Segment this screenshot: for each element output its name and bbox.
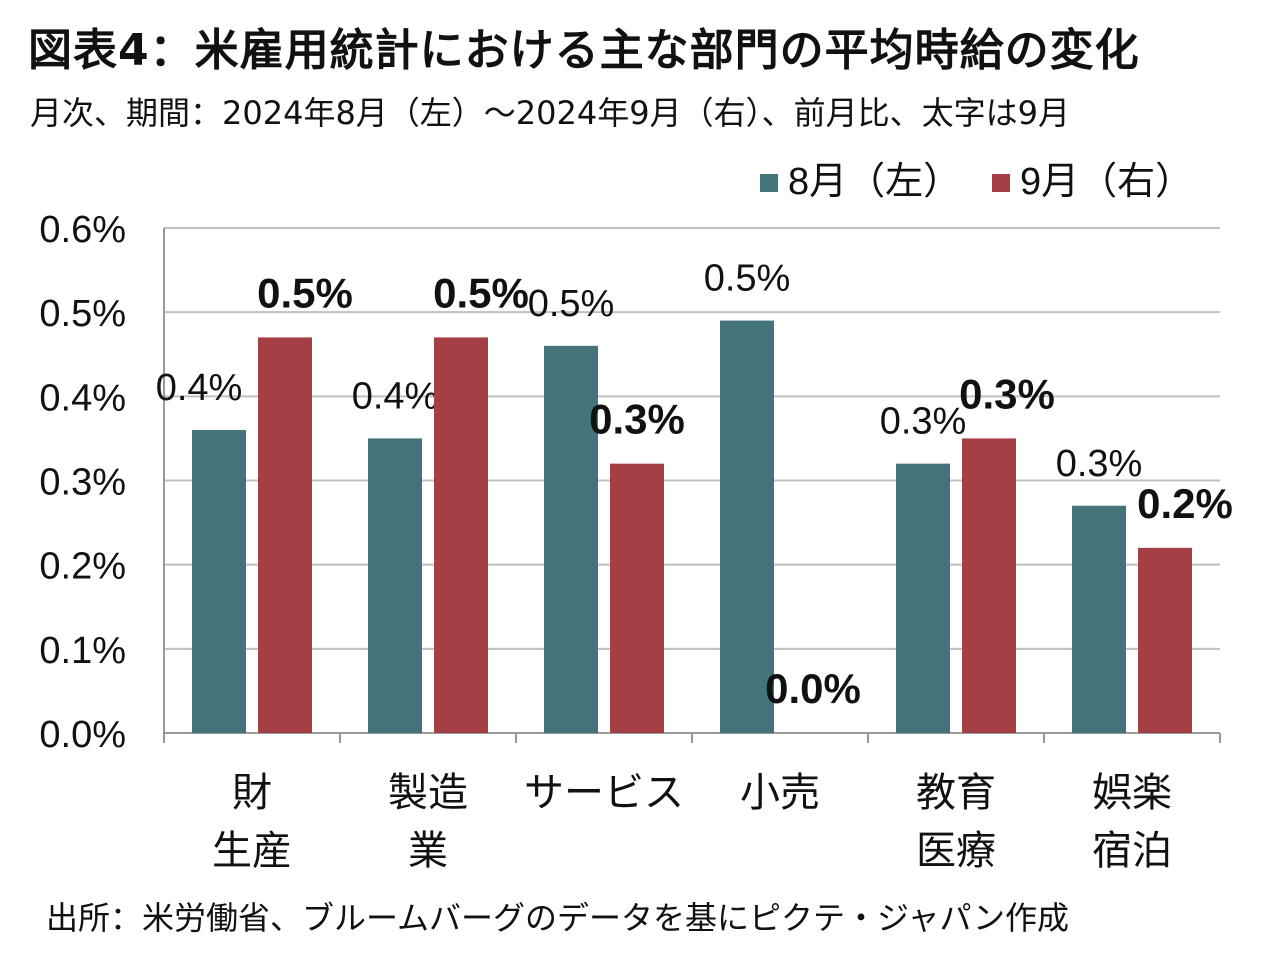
x-category-label: 宿泊	[1092, 829, 1172, 873]
bar-sep	[1138, 547, 1192, 733]
y-tick-label: 0.4%	[39, 377, 126, 419]
bar-aug	[1072, 505, 1126, 733]
data-label: 0.0%	[765, 665, 861, 712]
bar-sep	[610, 463, 664, 733]
x-category-label: 製造	[388, 771, 468, 815]
chart-subtitle: 月次、期間：2024年8月（左）～2024年9月（右）、前月比、太字は9月	[30, 94, 1070, 132]
data-label: 0.4%	[352, 375, 439, 417]
legend-label: 9月（右）	[1020, 161, 1193, 203]
y-tick-label: 0.5%	[39, 293, 126, 335]
data-label: 0.5%	[257, 269, 353, 316]
data-label: 0.3%	[880, 401, 967, 443]
x-category-label: 小売	[740, 771, 820, 815]
y-tick-label: 0.1%	[39, 630, 126, 672]
x-category-label: 業	[408, 829, 448, 873]
bar-sep	[962, 438, 1016, 733]
bar-aug	[192, 430, 246, 733]
data-label: 0.5%	[704, 258, 791, 300]
x-category-label: 生産	[212, 829, 292, 873]
x-category-label: 財	[232, 771, 272, 815]
bar-aug	[720, 320, 774, 733]
legend-swatch	[992, 174, 1010, 192]
y-tick-label: 0.3%	[39, 462, 126, 504]
data-label: 0.3%	[589, 396, 685, 443]
x-category-label: サービス	[524, 771, 684, 815]
bar-sep	[434, 337, 488, 733]
legend-label: 8月（左）	[788, 161, 961, 203]
data-label: 0.4%	[156, 367, 243, 409]
y-tick-label: 0.0%	[39, 714, 126, 756]
data-label: 0.5%	[528, 283, 615, 325]
bar-aug	[368, 438, 422, 733]
bar-sep	[258, 337, 312, 733]
data-label: 0.5%	[433, 269, 529, 316]
x-category-label: 娯楽	[1092, 771, 1172, 815]
chart-title: 図表4：米雇用統計における主な部門の平均時給の変化	[28, 25, 1140, 76]
data-label: 0.2%	[1137, 480, 1233, 527]
x-category-label: 教育	[916, 771, 996, 815]
data-label: 0.3%	[1056, 443, 1143, 485]
y-tick-label: 0.2%	[39, 546, 126, 588]
bar-aug	[896, 463, 950, 733]
y-tick-label: 0.6%	[39, 209, 126, 251]
bar-aug	[544, 345, 598, 733]
x-category-label: 医療	[916, 829, 996, 873]
data-label: 0.3%	[959, 370, 1055, 417]
source-note: 出所：米労働省、ブルームバーグのデータを基にピクテ・ジャパン作成	[46, 899, 1070, 937]
legend-swatch	[760, 174, 778, 192]
